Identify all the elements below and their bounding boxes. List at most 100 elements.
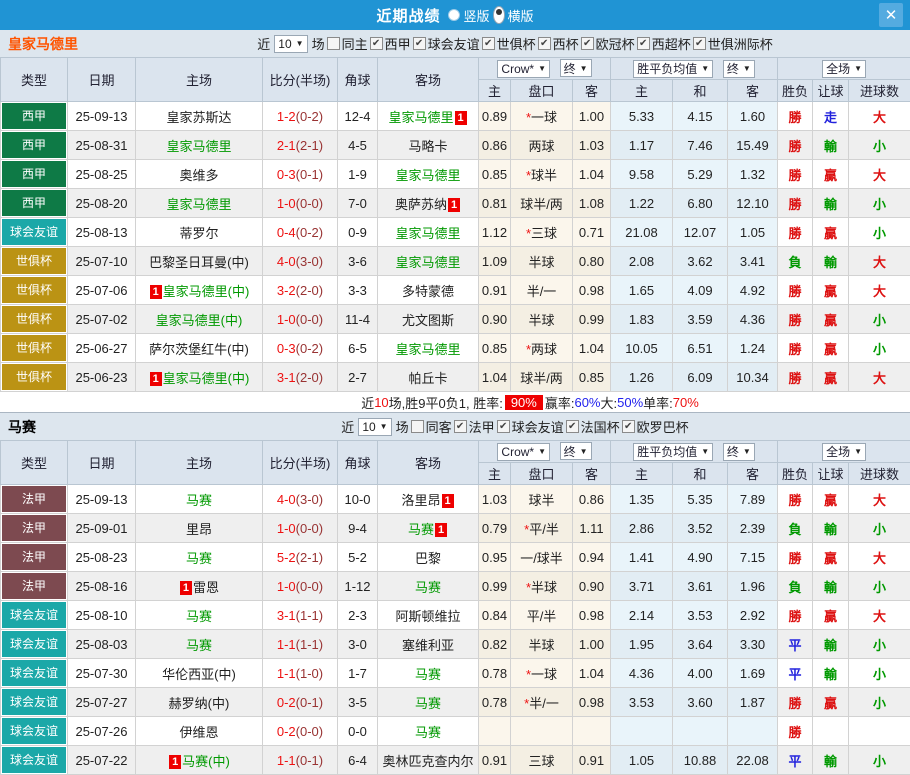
match-date-cell: 25-07-30	[68, 659, 136, 688]
mean-home-cell: 1.17	[611, 131, 673, 160]
team-name: 皇家马德里	[395, 226, 460, 241]
halftime-score: (1-1)	[296, 608, 323, 623]
league-checkbox[interactable]: ✔	[482, 37, 495, 50]
red-card-badge: 1	[435, 523, 447, 537]
home-team-cell: 巴黎圣日耳曼(中)	[136, 247, 263, 276]
corner-cell: 2-7	[338, 363, 378, 392]
league-checkbox[interactable]: ✔	[622, 420, 635, 433]
odds-source-select[interactable]: Crow*▼	[497, 60, 550, 78]
fullmatch-select[interactable]: 全场▼	[822, 60, 866, 78]
close-icon[interactable]: ✕	[879, 3, 903, 27]
league-label: 西超杯	[652, 34, 691, 53]
halftime-score: (2-1)	[296, 138, 323, 153]
fulltime-score: 1-1	[277, 753, 296, 768]
away-odds-cell: 0.86	[573, 485, 611, 514]
match-type-badge: 球会友谊	[2, 602, 66, 628]
odds-final-select[interactable]: 终▼	[560, 442, 592, 460]
mean-away-cell: 4.92	[728, 276, 778, 305]
team-name: 马赛	[186, 551, 212, 566]
horizontal-layout-radio[interactable]	[493, 6, 505, 24]
home-team-cell: 马赛	[136, 630, 263, 659]
col-odds-home: 主	[479, 463, 511, 485]
away-odds-cell: 0.94	[573, 543, 611, 572]
halftime-score: (2-1)	[296, 550, 323, 565]
star-marker: *	[526, 226, 531, 241]
corner-cell: 6-5	[338, 334, 378, 363]
match-type-cell: 法甲	[1, 572, 68, 601]
away-team-cell: 多特蒙德	[378, 276, 479, 305]
col-home: 主场	[136, 441, 263, 485]
home-team-cell: 皇家苏斯达	[136, 102, 263, 131]
league-checkbox[interactable]: ✔	[693, 37, 706, 50]
league-checkbox[interactable]: ✔	[413, 37, 426, 50]
mean-final-select[interactable]: 终▼	[723, 60, 755, 78]
result-wdl-cell: 勝	[778, 363, 813, 392]
halftime-score: (0-0)	[296, 312, 323, 327]
fulltime-score: 2-1	[277, 138, 296, 153]
match-type-badge: 法甲	[2, 544, 66, 570]
result-handicap-cell: 贏	[813, 485, 849, 514]
fulltime-score: 0-3	[277, 341, 296, 356]
mean-draw-cell: 4.00	[673, 659, 728, 688]
fullmatch-select[interactable]: 全场▼	[822, 443, 866, 461]
same-side-checkbox[interactable]	[327, 37, 340, 50]
handicap-cell: 球半/两	[511, 189, 573, 218]
league-checkbox[interactable]: ✔	[637, 37, 650, 50]
result-handicap-cell: 贏	[813, 543, 849, 572]
chevron-down-icon: ▼	[538, 64, 546, 73]
vertical-layout-label[interactable]: 竖版	[463, 6, 489, 25]
match-count-value: 10	[278, 37, 291, 51]
summary-part: 大:	[601, 393, 618, 412]
odds-final-select[interactable]: 终▼	[560, 59, 592, 77]
score-cell: 1-1(1-0)	[263, 659, 338, 688]
mean-select[interactable]: 胜平负均值▼	[633, 443, 713, 461]
league-checkbox[interactable]: ✔	[581, 37, 594, 50]
full-select-cell: 全场▼	[778, 441, 910, 463]
result-wdl-cell: 勝	[778, 189, 813, 218]
team-name: 巴黎	[415, 551, 441, 566]
result-goals-cell: 大	[849, 485, 910, 514]
col-date: 日期	[68, 441, 136, 485]
result-goals-cell: 小	[849, 746, 910, 775]
horizontal-layout-label[interactable]: 横版	[508, 6, 534, 25]
league-label: 法国杯	[581, 417, 620, 436]
fulltime-score: 0-2	[277, 724, 296, 739]
league-checkbox[interactable]: ✔	[497, 420, 510, 433]
score-cell: 4-0(3-0)	[263, 485, 338, 514]
mean-draw-cell: 3.64	[673, 630, 728, 659]
match-type-badge: 球会友谊	[2, 689, 66, 715]
match-count-select[interactable]: 10▼	[358, 418, 391, 436]
handicap-cell: *半球	[511, 572, 573, 601]
league-checkbox[interactable]: ✔	[454, 420, 467, 433]
mean-select[interactable]: 胜平负均值▼	[633, 60, 713, 78]
corner-cell: 0-9	[338, 218, 378, 247]
same-side-checkbox[interactable]	[411, 420, 424, 433]
result-handicap-cell: 贏	[813, 218, 849, 247]
match-type-cell: 球会友谊	[1, 688, 68, 717]
match-date-cell: 25-06-23	[68, 363, 136, 392]
team-name: 马赛	[415, 696, 441, 711]
match-date-cell: 25-08-20	[68, 189, 136, 218]
odds-source-select[interactable]: Crow*▼	[497, 443, 550, 461]
vertical-layout-radio[interactable]	[448, 9, 460, 21]
league-checkbox[interactable]: ✔	[566, 420, 579, 433]
match-count-select[interactable]: 10▼	[274, 35, 307, 53]
home-odds-cell: 0.82	[479, 630, 511, 659]
corner-cell: 1-9	[338, 160, 378, 189]
mean-final-select[interactable]: 终▼	[723, 443, 755, 461]
league-checkbox[interactable]: ✔	[370, 37, 383, 50]
match-type-cell: 世俱杯	[1, 247, 68, 276]
team-name: 马赛	[415, 667, 441, 682]
col-type: 类型	[1, 441, 68, 485]
league-label: 西杯	[553, 34, 579, 53]
home-team-cell: 伊维恩	[136, 717, 263, 746]
score-cell: 0-4(0-2)	[263, 218, 338, 247]
result-handicap-cell: 贏	[813, 334, 849, 363]
league-checkbox[interactable]: ✔	[538, 37, 551, 50]
